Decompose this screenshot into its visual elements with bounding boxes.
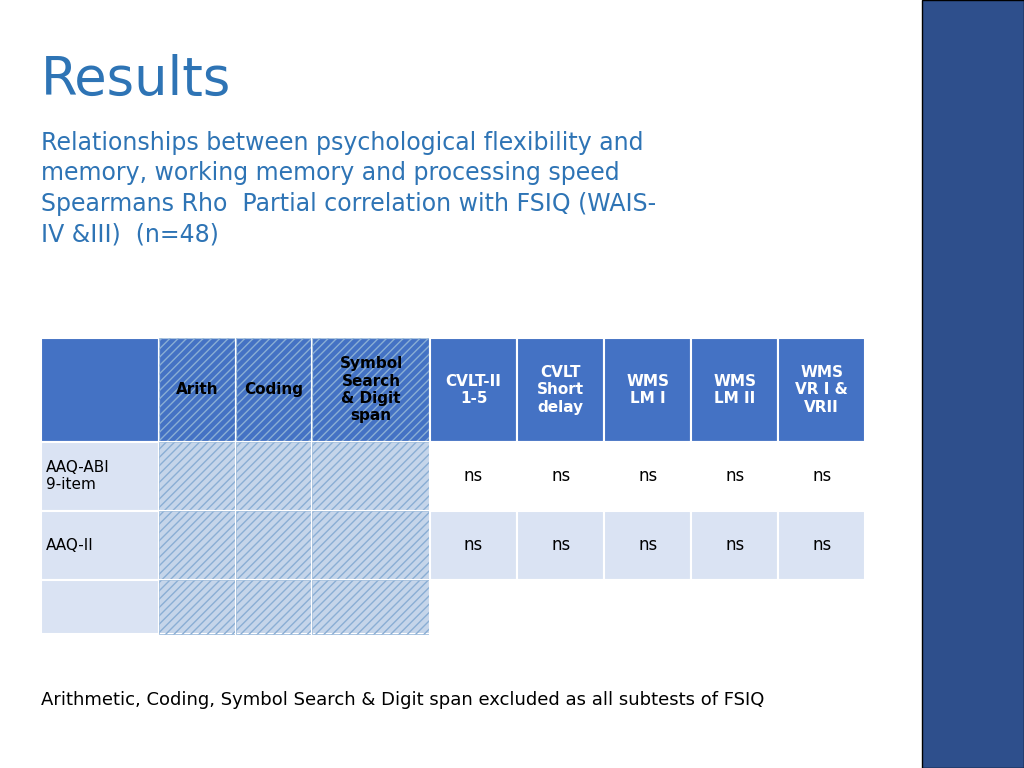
- Text: Arith: Arith: [176, 382, 218, 397]
- FancyBboxPatch shape: [604, 580, 691, 634]
- Text: CVLT-II
1-5: CVLT-II 1-5: [445, 373, 502, 406]
- Text: ns: ns: [725, 536, 744, 554]
- FancyBboxPatch shape: [430, 511, 517, 580]
- Text: Relationships between psychological flexibility and
memory, working memory and p: Relationships between psychological flex…: [41, 131, 656, 247]
- FancyBboxPatch shape: [236, 511, 312, 580]
- Text: ns: ns: [464, 536, 483, 554]
- Text: Symbol
Search
& Digit
span: Symbol Search & Digit span: [340, 356, 402, 423]
- FancyBboxPatch shape: [517, 338, 604, 442]
- FancyBboxPatch shape: [691, 338, 778, 442]
- FancyBboxPatch shape: [236, 442, 312, 511]
- Text: CVLT
Short
delay: CVLT Short delay: [537, 365, 585, 415]
- FancyBboxPatch shape: [236, 338, 312, 442]
- FancyBboxPatch shape: [691, 442, 778, 511]
- Text: WMS
LM I: WMS LM I: [627, 373, 669, 406]
- FancyBboxPatch shape: [691, 511, 778, 580]
- Text: WMS
VR I &
VRII: WMS VR I & VRII: [796, 365, 848, 415]
- Text: Results: Results: [41, 54, 231, 106]
- FancyBboxPatch shape: [604, 442, 691, 511]
- FancyBboxPatch shape: [691, 580, 778, 634]
- FancyBboxPatch shape: [430, 442, 517, 511]
- FancyBboxPatch shape: [159, 580, 236, 634]
- FancyBboxPatch shape: [159, 442, 236, 511]
- Text: Arithmetic, Coding, Symbol Search & Digit span excluded as all subtests of FSIQ: Arithmetic, Coding, Symbol Search & Digi…: [41, 691, 764, 709]
- Text: Coding: Coding: [245, 382, 303, 397]
- Text: AAQ-ABI
9-item: AAQ-ABI 9-item: [46, 460, 110, 492]
- FancyBboxPatch shape: [604, 338, 691, 442]
- Text: ns: ns: [551, 536, 570, 554]
- FancyBboxPatch shape: [41, 338, 159, 442]
- FancyBboxPatch shape: [236, 580, 312, 634]
- FancyBboxPatch shape: [41, 442, 159, 511]
- FancyBboxPatch shape: [517, 511, 604, 580]
- Text: ns: ns: [638, 467, 657, 485]
- FancyBboxPatch shape: [430, 338, 517, 442]
- FancyBboxPatch shape: [41, 511, 159, 580]
- FancyBboxPatch shape: [517, 580, 604, 634]
- Text: ns: ns: [812, 467, 831, 485]
- Text: ns: ns: [638, 536, 657, 554]
- FancyBboxPatch shape: [312, 580, 430, 634]
- FancyBboxPatch shape: [312, 442, 430, 511]
- FancyBboxPatch shape: [159, 338, 236, 442]
- Text: WMS
LM II: WMS LM II: [714, 373, 756, 406]
- FancyBboxPatch shape: [159, 511, 236, 580]
- FancyBboxPatch shape: [430, 580, 517, 634]
- FancyBboxPatch shape: [312, 338, 430, 442]
- Text: ns: ns: [725, 467, 744, 485]
- FancyBboxPatch shape: [922, 0, 1024, 768]
- Text: ns: ns: [812, 536, 831, 554]
- Text: AAQ-II: AAQ-II: [46, 538, 94, 553]
- Text: ns: ns: [464, 467, 483, 485]
- FancyBboxPatch shape: [41, 580, 159, 634]
- FancyBboxPatch shape: [312, 511, 430, 580]
- FancyBboxPatch shape: [604, 511, 691, 580]
- FancyBboxPatch shape: [778, 442, 865, 511]
- FancyBboxPatch shape: [778, 511, 865, 580]
- FancyBboxPatch shape: [517, 442, 604, 511]
- FancyBboxPatch shape: [778, 580, 865, 634]
- Text: ns: ns: [551, 467, 570, 485]
- FancyBboxPatch shape: [778, 338, 865, 442]
